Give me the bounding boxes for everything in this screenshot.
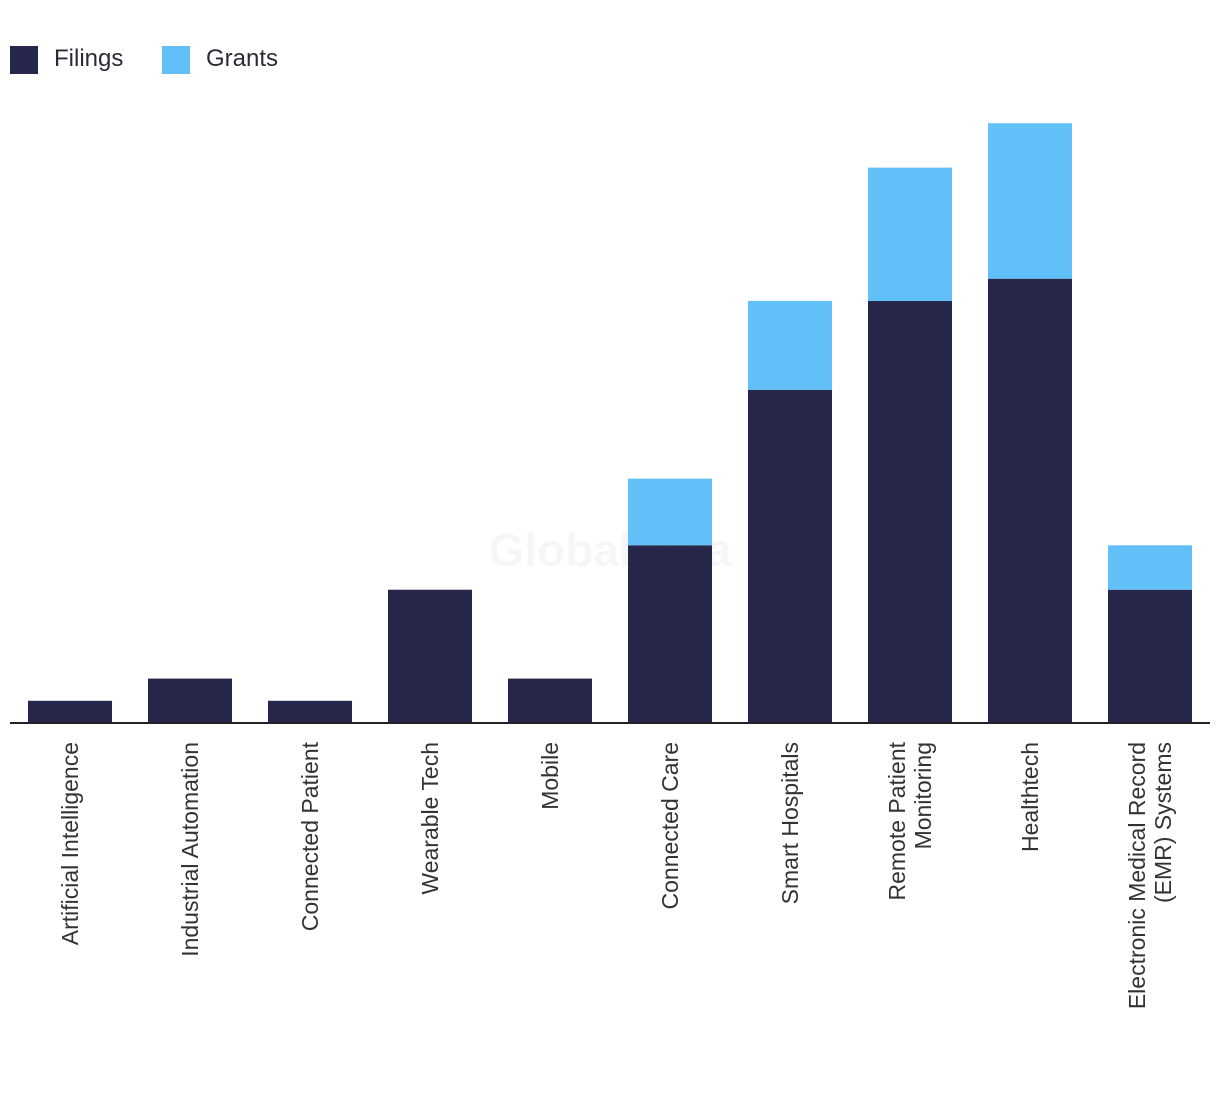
x-tick-label-line: Wearable Tech [417,742,443,895]
x-tick-label-wearable-tech: Wearable Tech [417,742,443,895]
bar-filings-remote-patient-monitoring [868,300,952,723]
x-tick-label-line: Artificial Intelligence [57,742,83,945]
x-tick-label-connected-care: Connected Care [657,742,683,910]
legend-label-grants: Grants [206,45,278,72]
x-tick-label-line: Connected Patient [297,741,323,931]
x-tick-label-line: Monitoring [910,742,936,849]
bar-filings-smart-hospitals [748,389,832,723]
bar-filings-mobile [508,678,592,723]
x-tick-label-line: Electronic Medical Record [1124,742,1150,1009]
x-tick-labels: Artificial Intelligence Industrial Automa… [57,741,1176,1009]
bar-filings-industrial-automation [148,678,232,723]
bar-filings-connected-care [628,545,712,723]
x-tick-label-healthtech: Healthtech [1017,742,1043,852]
bars-group [28,123,1192,723]
x-tick-label-industrial-automation: Industrial Automation [177,742,203,957]
x-tick-label-line: Industrial Automation [177,742,203,957]
x-tick-label-line: Mobile [537,742,563,810]
bar-filings-healthtech [988,278,1072,723]
x-tick-label-line: Remote Patient [884,741,910,900]
x-tick-label-line: Connected Care [657,742,683,910]
x-tick-label-electronic-medical-record-emr-systems: Electronic Medical Record(EMR) Systems [1124,742,1176,1009]
x-tick-label-connected-patient: Connected Patient [297,741,323,931]
x-tick-label-line: (EMR) Systems [1150,742,1176,903]
x-tick-label-remote-patient-monitoring: Remote PatientMonitoring [884,741,936,900]
legend-label-filings: Filings [54,45,123,72]
bar-filings-electronic-medical-record-emr-systems [1108,589,1192,723]
bar-filings-wearable-tech [388,589,472,723]
bar-grants-healthtech [988,123,1072,279]
x-tick-label-mobile: Mobile [537,742,563,810]
x-tick-label-line: Smart Hospitals [777,742,803,904]
bar-filings-artificial-intelligence [28,700,112,723]
x-tick-label-smart-hospitals: Smart Hospitals [777,742,803,904]
bar-grants-connected-care [628,478,712,546]
x-tick-label-line: Healthtech [1017,742,1043,852]
bar-filings-connected-patient [268,700,352,723]
legend-swatch-grants [162,46,190,74]
legend-swatch-filings [10,46,38,74]
legend: Filings Grants [10,45,278,74]
x-tick-label-artificial-intelligence: Artificial Intelligence [57,742,83,945]
bar-grants-remote-patient-monitoring [868,167,952,301]
bar-grants-smart-hospitals [748,300,832,390]
bar-grants-electronic-medical-record-emr-systems [1108,545,1192,590]
